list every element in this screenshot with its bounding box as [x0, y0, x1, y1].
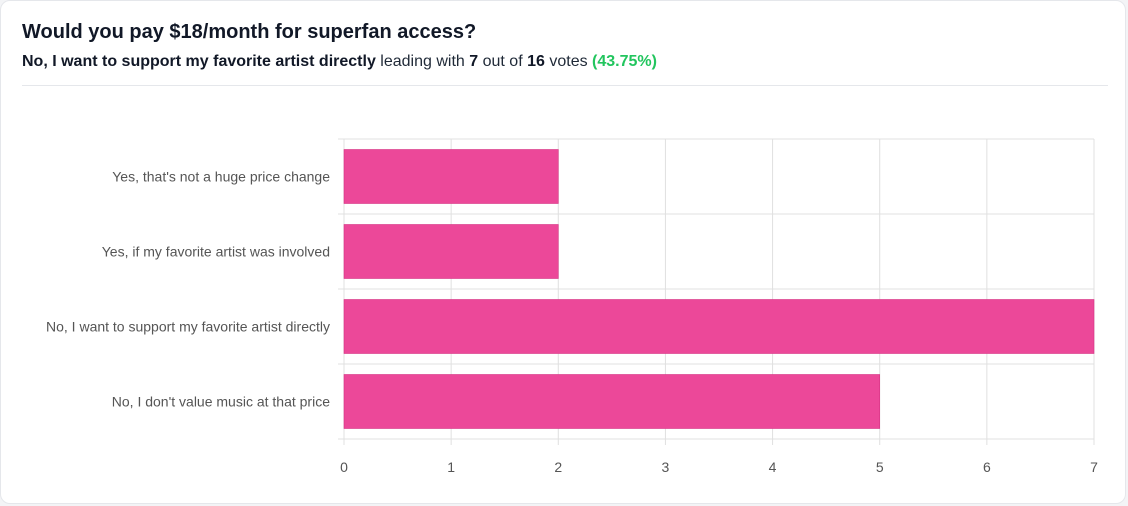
poll-summary: No, I want to support my favorite artist…	[22, 53, 657, 71]
category-label: Yes, if my favorite artist was involved	[102, 244, 330, 260]
votes-text: votes	[549, 53, 588, 70]
x-tick-label: 5	[876, 459, 884, 475]
category-label: No, I want to support my favorite artist…	[46, 319, 330, 335]
category-label: No, I don't value music at that price	[112, 394, 330, 410]
x-tick-label: 2	[554, 459, 562, 475]
leader-percent: (43.75%)	[592, 53, 657, 70]
x-tick-label: 4	[769, 459, 777, 475]
bar	[343, 299, 1095, 354]
out-of-text: out of	[482, 53, 523, 70]
leader-votes: 7	[469, 53, 479, 70]
poll-question: Would you pay $18/month for superfan acc…	[22, 21, 477, 43]
leader-label: No, I want to support my favorite artist…	[22, 53, 376, 70]
header-divider	[22, 85, 1108, 86]
x-tick-label: 3	[662, 459, 670, 475]
x-tick-label: 0	[340, 459, 348, 475]
total-votes: 16	[527, 53, 545, 70]
leading-with-text: leading with	[380, 53, 465, 70]
bar	[343, 149, 559, 204]
category-label: Yes, that's not a huge price change	[112, 169, 330, 185]
x-tick-label: 6	[983, 459, 991, 475]
x-tick-label: 1	[447, 459, 455, 475]
bar	[343, 374, 881, 429]
bar	[343, 224, 559, 279]
x-tick-label: 7	[1090, 459, 1098, 475]
